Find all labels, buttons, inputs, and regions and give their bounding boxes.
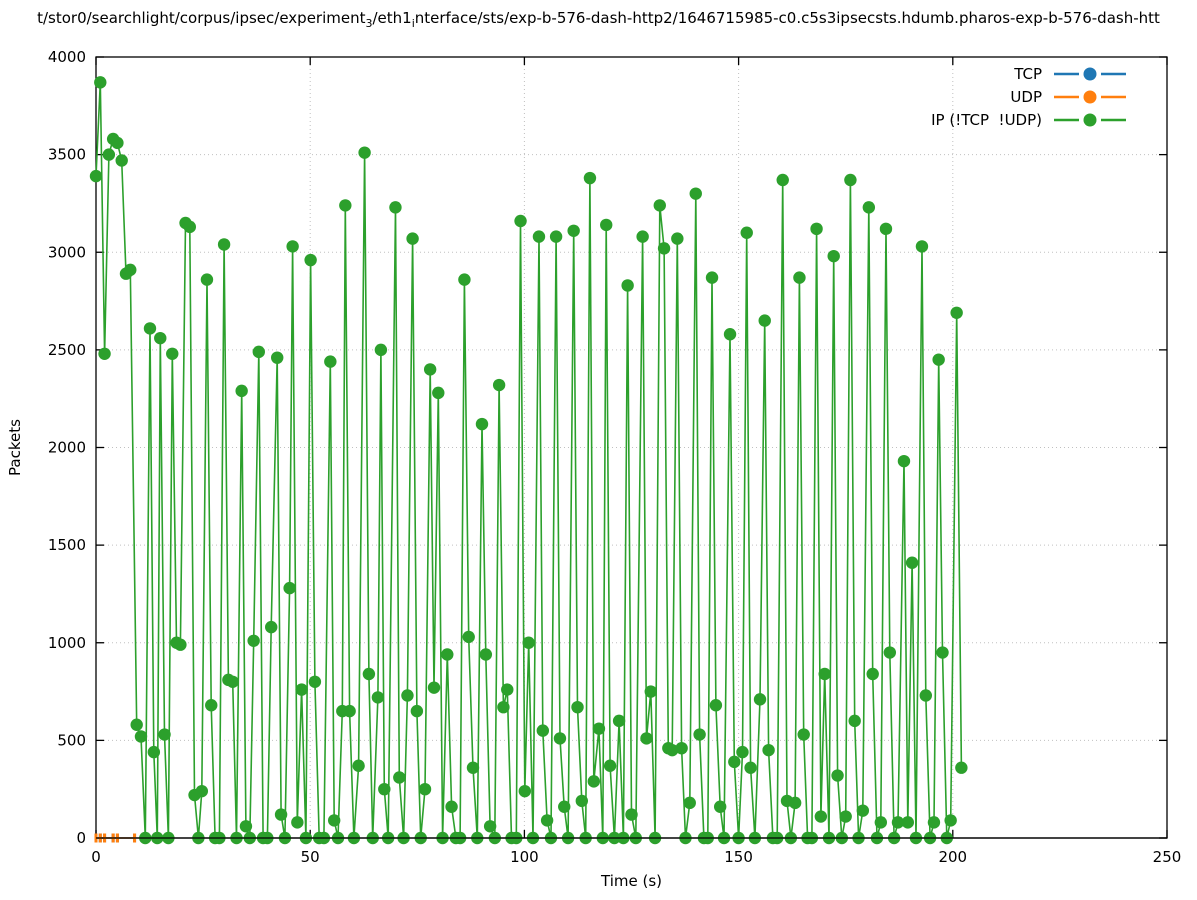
y-tick-label: 0 <box>76 829 86 847</box>
series-ip-tcp-udp- <box>89 76 968 845</box>
x-tick-label: 0 <box>91 848 101 866</box>
legend-marker-icon <box>1083 90 1097 104</box>
y-tick-label: 3000 <box>48 243 86 261</box>
legend-marker-icon <box>1083 67 1097 81</box>
y-tick-label: 2000 <box>48 439 86 457</box>
y-tick-label: 2500 <box>48 341 86 359</box>
legend-entry-udp: UDP <box>1010 88 1126 106</box>
legend-marker-icon <box>1083 113 1097 127</box>
legend-entry-ip-tcp-udp-: IP (!TCP !UDP) <box>931 111 1126 129</box>
x-tick-label: 50 <box>301 848 320 866</box>
legend-label: IP (!TCP !UDP) <box>931 111 1042 129</box>
legend-label: TCP <box>1013 65 1042 83</box>
y-tick-label: 1500 <box>48 536 86 554</box>
chart-title: t/stor0/searchlight/corpus/ipsec/experim… <box>37 9 1160 30</box>
x-axis-label: Time (s) <box>600 872 662 890</box>
y-tick-label: 3500 <box>48 146 86 164</box>
y-tick-label: 500 <box>57 731 86 749</box>
tick-labels: 0 50 100 150 200 2500500100015002000250030003… <box>48 48 1182 866</box>
y-axis-label: Packets <box>6 419 24 476</box>
x-tick-label: 200 <box>938 848 967 866</box>
x-tick-label: 150 <box>724 848 753 866</box>
x-tick-label: 250 <box>1153 848 1182 866</box>
legend: TCP UDP IP (!TCP !UDP) <box>931 65 1126 129</box>
x-tick-label: 100 <box>510 848 539 866</box>
y-tick-label: 4000 <box>48 48 86 66</box>
legend-label: UDP <box>1010 88 1042 106</box>
y-tick-label: 1000 <box>48 634 86 652</box>
legend-entry-tcp: TCP <box>1013 65 1126 83</box>
